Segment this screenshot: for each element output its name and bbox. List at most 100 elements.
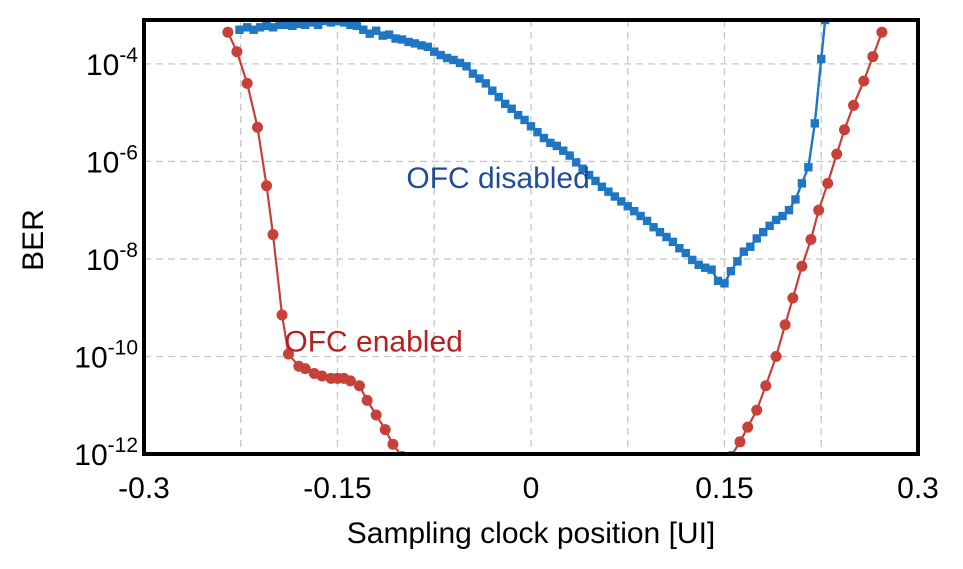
data-point	[771, 215, 781, 225]
x-tick-labels: -0.3 -0.15 0 0.15 0.3	[118, 472, 939, 505]
data-point	[810, 119, 819, 128]
data-point	[617, 197, 626, 206]
y-tick-label: 10-10	[74, 336, 138, 374]
data-point	[746, 242, 755, 251]
data-point	[282, 348, 294, 360]
data-point	[267, 229, 279, 241]
series-line	[226, 31, 402, 454]
data-point	[526, 122, 536, 131]
data-point	[299, 363, 311, 375]
data-point	[455, 58, 465, 68]
data-point	[662, 232, 671, 242]
data-point	[417, 41, 426, 50]
data-point	[397, 35, 407, 44]
annotation-label: OFC enabled	[284, 326, 462, 359]
data-point	[726, 266, 736, 276]
data-point	[243, 23, 252, 32]
data-point	[462, 62, 471, 71]
data-point	[733, 257, 742, 266]
data-point	[739, 247, 749, 256]
data-point	[820, 20, 830, 25]
data-point	[713, 276, 723, 286]
data-point	[759, 227, 768, 237]
data-point	[361, 394, 373, 406]
data-point	[642, 216, 652, 226]
data-point	[610, 192, 620, 201]
data-point	[838, 124, 850, 136]
data-point	[339, 20, 349, 27]
data-point	[326, 20, 336, 27]
data-point	[770, 350, 782, 362]
data-point	[813, 204, 825, 216]
data-point	[404, 37, 413, 47]
data-point	[552, 141, 561, 151]
y-tick-labels: 10-4 10-6 10-8 10-10 10-12	[74, 44, 138, 472]
data-point	[584, 170, 594, 180]
data-point	[262, 21, 271, 31]
data-point	[565, 151, 574, 160]
data-point	[817, 54, 826, 64]
data-point	[252, 121, 264, 133]
data-point	[513, 110, 523, 120]
data-point	[301, 20, 310, 30]
series-line	[239, 20, 827, 285]
data-point	[630, 206, 639, 216]
data-point	[276, 309, 288, 321]
data-point	[779, 319, 791, 331]
data-point	[867, 51, 879, 63]
data-point	[760, 380, 772, 392]
data-point	[353, 380, 365, 392]
data-point	[288, 21, 297, 31]
plot-frame	[142, 18, 920, 456]
data-point	[430, 47, 439, 56]
data-point	[333, 20, 342, 26]
data-point	[787, 292, 799, 304]
data-point	[797, 179, 807, 188]
data-point	[655, 227, 665, 237]
y-tick-label: 10-6	[86, 141, 138, 179]
data-point	[604, 187, 613, 196]
data-point	[778, 211, 787, 221]
data-point	[352, 21, 362, 31]
data-point	[346, 20, 355, 30]
data-point	[494, 92, 503, 102]
data-point	[507, 104, 516, 113]
data-point	[241, 77, 253, 89]
data-point	[623, 202, 632, 211]
data-point	[700, 263, 710, 272]
x-tick-label: 0.3	[897, 472, 939, 505]
annotations: OFC disabled OFC enabled	[284, 162, 589, 358]
data-point	[475, 74, 484, 83]
series-square	[235, 20, 830, 288]
data-point	[359, 25, 368, 34]
data-point	[675, 244, 684, 253]
data-point	[370, 409, 382, 421]
data-point	[372, 26, 381, 35]
data-point	[294, 20, 303, 29]
y-tick-label: 10-8	[86, 239, 138, 277]
plot-area	[222, 20, 888, 454]
data-point	[481, 79, 491, 88]
data-point	[261, 180, 273, 192]
data-point	[784, 205, 794, 215]
data-point	[488, 86, 497, 95]
y-axis-title: BER	[17, 209, 50, 271]
data-point	[387, 438, 399, 450]
data-point	[694, 260, 703, 269]
annotation-label: OFC disabled	[406, 162, 589, 195]
data-point	[751, 404, 763, 416]
y-tick-label: 10-12	[74, 434, 138, 472]
data-point	[858, 75, 870, 87]
data-point	[752, 234, 761, 243]
data-point	[307, 20, 316, 27]
data-point	[591, 176, 600, 186]
x-tick-label: -0.15	[303, 472, 371, 505]
data-point	[379, 424, 391, 436]
data-point	[410, 39, 420, 48]
data-point	[501, 99, 510, 109]
data-point	[649, 223, 658, 232]
data-point	[378, 31, 387, 40]
data-point	[681, 248, 690, 258]
data-point	[275, 20, 284, 30]
